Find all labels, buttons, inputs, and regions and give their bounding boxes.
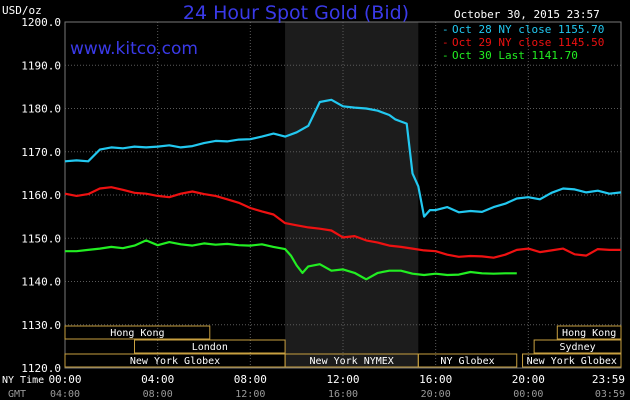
- x-tick-label: 23:59: [592, 373, 625, 386]
- y-axis-ticks: 1120.0 1130.0 1140.0 1150.0 1160.0 1170.0 1180…: [21, 16, 61, 375]
- x-axis-ticks: 00:00 04:00 08:00 12:00 16:00 20:00 23:59 04:00…: [48, 373, 625, 400]
- x-row-label-gmt: GMT: [8, 389, 26, 400]
- x-tick-label: 00:00: [513, 389, 543, 400]
- legend-entry-2: Oct 29 NY close 1145.50: [452, 36, 604, 49]
- x-tick-label: 04:00: [50, 389, 80, 400]
- x-tick-label: 16:00: [328, 389, 358, 400]
- x-tick-label: 12:00: [326, 373, 359, 386]
- plot-border: [64, 21, 622, 369]
- y-tick-label: 1200.0: [21, 16, 61, 29]
- y-tick-label: 1140.0: [21, 276, 61, 289]
- y-tick-label: 1130.0: [21, 319, 61, 332]
- session-label: NY Globex: [440, 356, 494, 367]
- legend-marker-3: -: [442, 49, 449, 62]
- session-bar: [64, 325, 211, 340]
- website-label: www.kitco.com: [70, 39, 198, 59]
- session-label: Hong Kong: [110, 328, 164, 339]
- session-bar: [556, 325, 622, 340]
- x-tick-label: 20:00: [421, 389, 451, 400]
- legend-entry-3: Oct 30 Last 1141.70: [452, 49, 578, 62]
- session-bars: Hong Kong Hong Kong London Sydney New York G…: [64, 325, 622, 368]
- series-line-1: [64, 98, 622, 218]
- session-bar: [522, 353, 622, 368]
- x-row-label-nytime: NY Time: [2, 375, 44, 386]
- legend-marker-2: -: [442, 36, 449, 49]
- session-label: Sydney: [560, 342, 596, 353]
- x-tick-label: 16:00: [419, 373, 452, 386]
- legend: - Oct 28 NY close 1155.70 - Oct 29 NY cl…: [442, 23, 604, 62]
- y-tick-label: 1170.0: [21, 146, 61, 159]
- x-tick-label: 03:59: [595, 389, 625, 400]
- series-line-2: [64, 186, 621, 259]
- legend-marker-1: -: [442, 23, 449, 36]
- x-tick-label: 12:00: [235, 389, 265, 400]
- x-tick-label: 00:00: [48, 373, 81, 386]
- legend-entry-1: Oct 28 NY close 1155.70: [452, 23, 604, 36]
- y-tick-label: 1150.0: [21, 232, 61, 245]
- series-layer: [64, 98, 622, 281]
- y-tick-label: 1160.0: [21, 189, 61, 202]
- session-label: New York Globex: [130, 356, 220, 367]
- trading-hours-shade: [285, 22, 419, 368]
- session-label: Hong Kong: [562, 328, 616, 339]
- session-label: London: [192, 342, 228, 353]
- session-label: New York Globex: [527, 356, 617, 367]
- y-tick-label: 1180.0: [21, 103, 61, 116]
- chart-timestamp: October 30, 2015 23:57: [454, 8, 600, 21]
- x-tick-label: 20:00: [512, 373, 545, 386]
- chart-title: 24 Hour Spot Gold (Bid): [183, 2, 409, 24]
- session-bar: [134, 339, 286, 354]
- gridlines: [64, 21, 622, 369]
- y-unit-label: USD/oz: [2, 4, 42, 17]
- series-line-3: [65, 239, 517, 281]
- session-bar: [417, 353, 518, 368]
- y-tick-label: 1190.0: [21, 59, 61, 72]
- session-label: New York NYMEX: [310, 356, 394, 367]
- session-bar: [533, 339, 622, 354]
- y-tick-label: 1120.0: [21, 362, 61, 375]
- x-tick-label: 08:00: [234, 373, 267, 386]
- x-tick-label: 04:00: [141, 373, 174, 386]
- x-tick-label: 08:00: [143, 389, 173, 400]
